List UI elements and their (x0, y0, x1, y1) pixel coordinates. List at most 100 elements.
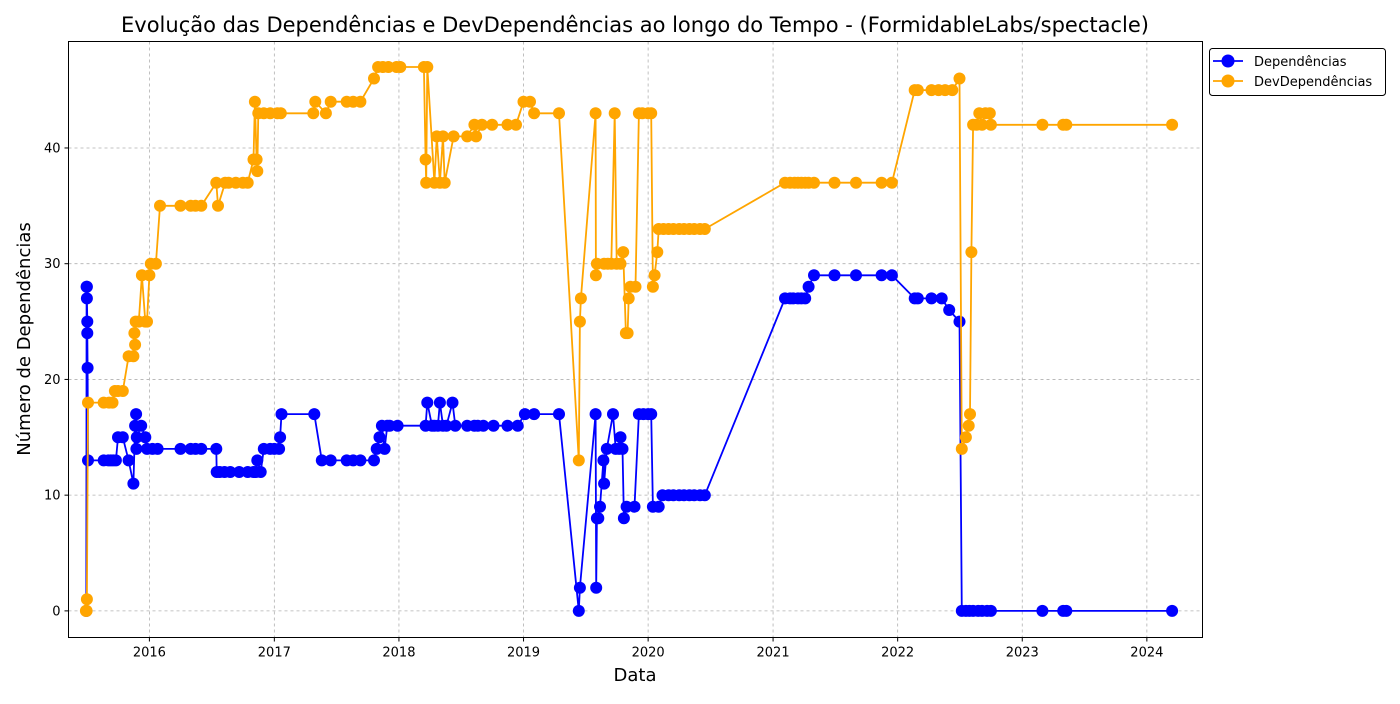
data-point-devdependencias (965, 246, 978, 259)
data-point-dependencias (80, 280, 93, 293)
legend-label-dependencias: Dependências (1254, 55, 1347, 70)
data-point-devdependencias (248, 95, 261, 108)
data-point-dependencias (130, 408, 143, 421)
data-point-devdependencias (486, 118, 499, 131)
data-point-dependencias (600, 442, 613, 455)
data-point-dependencias (572, 604, 585, 617)
data-point-dependencias (315, 454, 328, 467)
data-point-devdependencias (911, 84, 924, 97)
legend-label-devdependencias: DevDependências (1254, 75, 1372, 90)
data-point-dependencias (802, 280, 815, 293)
legend-marker-devdependencias (1221, 74, 1235, 88)
data-point-dependencias (487, 419, 500, 432)
data-point-dependencias (116, 431, 129, 444)
data-point-devdependencias (368, 72, 380, 85)
data-point-devdependencias (1036, 118, 1049, 131)
data-point-devdependencias (470, 130, 483, 143)
data-point-dependencias (1060, 604, 1073, 617)
data-point-devdependencias (589, 107, 602, 120)
data-point-dependencias (511, 419, 524, 432)
data-point-devdependencias (461, 130, 474, 143)
data-point-dependencias (151, 442, 164, 455)
data-point-dependencias (127, 477, 140, 490)
data-point-dependencias (943, 304, 956, 316)
data-point-devdependencias (614, 257, 627, 270)
data-point-devdependencias (572, 454, 585, 467)
data-point-devdependencias (128, 327, 141, 340)
data-point-dependencias (477, 419, 490, 432)
data-point-dependencias (628, 500, 641, 513)
data-point-devdependencias (475, 118, 488, 131)
data-point-devdependencias (573, 315, 586, 328)
data-point-dependencias (875, 269, 888, 282)
series-devdependencias (79, 61, 1179, 617)
data-point-devdependencias (274, 107, 287, 120)
data-point-dependencias (354, 454, 367, 467)
data-point-devdependencias (964, 408, 976, 421)
x-axis-label: Data (614, 665, 657, 686)
x-tick-label: 2021 (757, 646, 790, 661)
data-point-dependencias (911, 292, 924, 305)
data-point-devdependencias (438, 176, 451, 189)
y-axis-label: Número de Dependências (14, 222, 35, 456)
data-point-dependencias (528, 408, 541, 421)
axes: 2016 2017 2018 2019 2020 2021 2022 2023 2024 0 10 2… (44, 41, 1203, 661)
data-point-devdependencias (510, 118, 522, 131)
data-point-devdependencias (421, 61, 434, 73)
y-tick-label: 10 (44, 489, 61, 504)
data-point-devdependencias (307, 107, 320, 120)
data-point-dependencias (1036, 604, 1049, 617)
data-point-dependencias (308, 408, 321, 421)
data-point-dependencias (135, 419, 148, 432)
data-point-devdependencias (553, 107, 565, 120)
data-point-devdependencias (116, 385, 129, 397)
data-point-devdependencias (983, 107, 996, 120)
x-tick-label: 2020 (632, 646, 665, 661)
data-point-devdependencias (622, 292, 635, 305)
data-point-dependencias (80, 292, 93, 305)
data-point-dependencias (935, 292, 948, 305)
data-point-dependencias (368, 454, 380, 467)
y-tick-label: 40 (44, 141, 61, 156)
data-point-dependencias (652, 500, 665, 513)
data-point-dependencias (573, 581, 586, 594)
data-point-dependencias (598, 477, 611, 490)
data-point-devdependencias (875, 176, 888, 189)
x-tick-label: 2017 (258, 646, 291, 661)
series-dependencias (80, 269, 1179, 617)
legend-marker-dependencias (1221, 54, 1235, 68)
data-point-devdependencias (528, 107, 541, 120)
data-point-dependencias (440, 419, 453, 432)
data-point-devdependencias (309, 95, 322, 108)
data-point-dependencias (590, 581, 603, 594)
data-point-devdependencias (212, 199, 224, 212)
data-point-devdependencias (324, 95, 337, 108)
data-point-dependencias (81, 361, 94, 374)
data-point-dependencias (233, 466, 246, 478)
data-point-dependencias (274, 431, 287, 444)
data-point-dependencias (81, 327, 94, 340)
data-point-devdependencias (419, 153, 432, 166)
data-point-dependencias (224, 466, 237, 478)
chart-title: Evolução das Dependências e DevDependênc… (121, 13, 1149, 37)
data-point-dependencias (378, 442, 391, 455)
data-point-devdependencias (251, 165, 264, 178)
data-point-devdependencias (574, 292, 587, 305)
data-point-dependencias (130, 431, 143, 444)
data-point-devdependencias (648, 269, 661, 282)
data-point-devdependencias (447, 130, 460, 143)
data-point-dependencias (449, 419, 462, 432)
data-point-devdependencias (127, 350, 140, 363)
data-point-devdependencias (946, 84, 959, 97)
data-point-dependencias (828, 269, 841, 282)
data-point-devdependencias (885, 176, 898, 189)
x-tick-label: 2019 (507, 646, 540, 661)
data-point-dependencias (925, 292, 938, 305)
y-tick-label: 0 (52, 604, 60, 619)
data-point-dependencias (130, 442, 143, 455)
data-point-dependencias (799, 292, 812, 305)
data-point-dependencias (446, 396, 459, 409)
data-point-devdependencias (962, 419, 975, 432)
